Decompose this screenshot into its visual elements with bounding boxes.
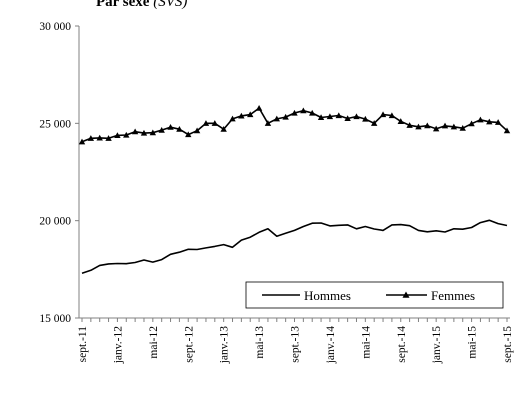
series-point-femmes: [503, 127, 511, 134]
series-point-femmes: [468, 120, 475, 127]
x-tick-label: sept.-12: [183, 326, 195, 363]
series-point-femmes: [326, 113, 334, 120]
chart-legend: Hommes Femmes: [245, 281, 504, 309]
x-tick-label: janv.-12: [112, 326, 124, 365]
y-tick-label: 25 000: [39, 118, 71, 130]
series-point-femmes: [131, 128, 139, 135]
y-tick-label: 20 000: [39, 216, 71, 228]
series-point-femmes: [432, 125, 440, 132]
series-point-femmes: [477, 116, 484, 123]
series-point-femmes: [486, 118, 493, 125]
y-tick-label: 30 000: [39, 21, 71, 33]
series-point-femmes: [459, 125, 466, 131]
y-tick-label: 15 000: [39, 313, 71, 325]
series-point-femmes: [362, 115, 369, 122]
series-point-femmes: [193, 127, 201, 134]
series-point-femmes: [220, 125, 227, 132]
series-point-femmes: [255, 104, 263, 111]
series-point-femmes: [158, 126, 165, 133]
legend-label-femmes: Femmes: [431, 288, 475, 303]
series-point-femmes: [424, 122, 431, 129]
series-point-femmes: [309, 109, 316, 116]
chart-subtitle: (SVS): [153, 0, 188, 10]
series-point-femmes: [335, 112, 342, 119]
x-tick-label: janv.-14: [325, 326, 337, 365]
series-point-femmes: [167, 124, 174, 130]
x-axis-ticks: sept.-11 janv.-12 mai-12 sept.-12 janv.-13 ma…: [77, 318, 514, 364]
chart-axes: [78, 26, 510, 319]
series-point-femmes: [397, 118, 404, 124]
x-tick-label: janv.-15: [431, 326, 443, 365]
series-point-femmes: [282, 113, 289, 120]
series-point-femmes: [494, 119, 502, 125]
series-point-femmes: [202, 120, 210, 126]
series-point-femmes: [87, 135, 95, 141]
series-point-femmes: [291, 109, 298, 116]
series-point-femmes: [273, 115, 280, 122]
legend-marker-femmes: [402, 291, 410, 298]
series-point-femmes: [317, 114, 325, 121]
series-line-hommes: [81, 219, 508, 274]
series-point-femmes: [185, 131, 192, 138]
series-point-femmes: [247, 111, 254, 118]
x-tick-label: mai-13: [254, 326, 266, 359]
x-tick-label: sept.-13: [290, 326, 302, 363]
series-point-femmes: [229, 115, 236, 122]
legend-label-hommes: Hommes: [304, 288, 351, 303]
series-point-femmes: [211, 120, 219, 126]
chart-title-main: Par sexe: [96, 0, 150, 10]
series-point-femmes: [114, 132, 121, 138]
series-point-femmes: [264, 120, 272, 126]
series-point-femmes: [123, 131, 130, 138]
x-tick-label: sept.-15: [502, 326, 514, 363]
x-tick-label: sept.-11: [77, 326, 89, 363]
x-tick-label: mai-15: [467, 326, 479, 359]
series-point-femmes: [96, 134, 103, 141]
chart-title: Par sexe (SVS): [96, 0, 187, 11]
series-point-femmes: [353, 113, 360, 120]
chart-series: [78, 104, 511, 274]
x-tick-label: mai-14: [360, 326, 372, 359]
x-tick-label: janv.-13: [219, 326, 231, 365]
series-point-femmes: [300, 107, 307, 114]
series-point-femmes: [406, 122, 413, 128]
series-point-femmes: [450, 123, 458, 130]
series-point-femmes: [78, 138, 86, 145]
series-point-femmes: [344, 115, 351, 122]
series-point-femmes: [415, 123, 422, 130]
series-point-femmes: [441, 122, 449, 129]
series-point-femmes: [388, 112, 396, 119]
series-point-femmes: [149, 129, 157, 136]
series-point-femmes: [238, 112, 245, 119]
series-point-femmes: [370, 120, 378, 126]
series-point-femmes: [176, 125, 183, 132]
x-tick-label: mai-12: [148, 326, 160, 359]
series-point-femmes: [105, 135, 112, 141]
series-point-femmes: [379, 111, 387, 118]
x-tick-label: sept.-14: [396, 326, 408, 363]
y-axis-ticks: 15 000 20 000 25 000 30 000: [39, 21, 79, 325]
series-point-femmes: [140, 129, 148, 136]
